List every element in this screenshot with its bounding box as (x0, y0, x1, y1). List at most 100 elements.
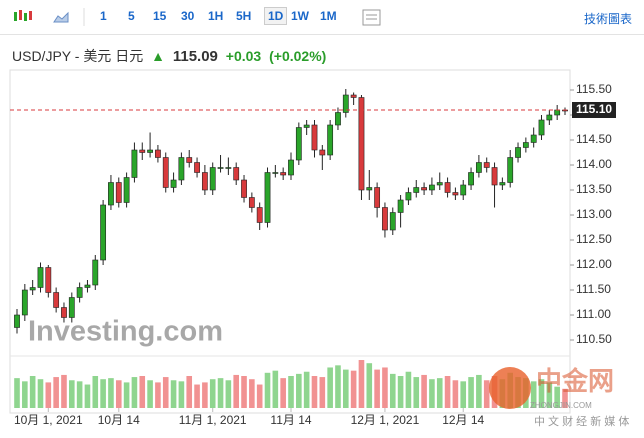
volume-bar (123, 382, 130, 408)
candle-body (507, 157, 514, 183)
candle-body (499, 182, 506, 186)
y-tick-label: 114.00 (576, 157, 612, 171)
volume-bar (76, 381, 83, 408)
candle-body (209, 167, 216, 191)
last-price-tag (572, 102, 616, 118)
volume-bar (69, 380, 75, 408)
volume-bar (554, 386, 560, 408)
volume-bar (296, 373, 302, 408)
volume-bar (374, 369, 380, 408)
candle-body (288, 159, 294, 176)
interval-button[interactable]: 5H (236, 9, 252, 23)
volume-bar (319, 377, 326, 408)
volume-bar (389, 373, 396, 408)
candle-body (84, 284, 91, 288)
candle-body (123, 177, 130, 203)
candle-body (483, 162, 490, 168)
y-tick-label: 114.50 (576, 132, 612, 146)
volume-bar (115, 380, 122, 408)
interval-button[interactable]: 30 (181, 9, 195, 23)
volume-bar (444, 376, 451, 408)
candle-body (241, 179, 247, 198)
volume-bar (382, 367, 388, 408)
volume-bar (170, 380, 177, 408)
volume-bar (217, 378, 224, 408)
volume-bar (92, 376, 99, 408)
volume-bar (147, 380, 153, 408)
candle-body (186, 157, 193, 163)
candle-body (155, 149, 161, 158)
y-tick-label: 115.50 (576, 82, 612, 96)
volume-bar (413, 377, 420, 408)
volume-bar (476, 374, 482, 408)
volume-bar (327, 367, 333, 408)
candle-body (272, 172, 279, 174)
volume-bar (100, 379, 106, 408)
x-tick-label: 12月 14 (442, 413, 484, 427)
y-tick-label: 113.50 (576, 182, 612, 196)
candle-body (311, 124, 318, 151)
y-tick-label: 111.00 (576, 307, 611, 321)
change: +0.03 (225, 48, 262, 64)
volume-bar (460, 381, 467, 408)
volume-bar (280, 378, 286, 408)
candle-body (147, 149, 153, 153)
price: 115.09 (172, 48, 218, 65)
candle-body (382, 207, 388, 231)
candle-body (522, 142, 529, 148)
chart-type-icons[interactable] (0, 0, 90, 34)
volume-bar (303, 371, 310, 408)
volume-bar (343, 369, 349, 408)
candle-body (491, 167, 498, 186)
volume-bar (225, 380, 232, 408)
candle-body (413, 187, 420, 193)
settings-icon[interactable] (360, 6, 384, 30)
interval-button[interactable]: 1M (320, 9, 337, 23)
volume-bar (421, 374, 427, 408)
candle-body (100, 204, 107, 261)
volume-bar (45, 382, 52, 408)
volume-bar (452, 380, 459, 408)
interval-button[interactable]: 15 (153, 9, 167, 23)
candle-body (14, 314, 20, 328)
candle-body (76, 287, 83, 298)
y-tick-label: 112.00 (576, 257, 612, 271)
volume-bar (233, 374, 239, 408)
candle-body (295, 127, 302, 161)
candle-body (405, 192, 412, 201)
interval-button[interactable]: 1H (208, 9, 224, 23)
interval-button[interactable]: 1 (100, 9, 107, 23)
candle-body (554, 109, 561, 116)
x-tick-label: 10月 14 (98, 413, 140, 427)
volume-bar (194, 384, 200, 408)
volume-bar (405, 371, 412, 408)
candle-body (342, 94, 349, 113)
candle-body (225, 167, 232, 169)
interval-button[interactable]: 1W (291, 9, 309, 23)
candle-body (37, 267, 44, 288)
volume-bar (264, 372, 271, 408)
candle-body (421, 187, 427, 191)
change-pct: (+0.02%) (269, 48, 327, 64)
candle-body (68, 297, 75, 318)
interval-button[interactable]: 1D (264, 7, 288, 25)
volume-bar (84, 384, 91, 408)
volume-bar (14, 378, 20, 408)
candle-body (335, 112, 341, 126)
interval-button[interactable]: 5 (128, 9, 135, 23)
candle-body (358, 97, 365, 191)
volume-bar (311, 376, 318, 408)
candle-body (327, 124, 334, 156)
candle-body (233, 167, 240, 181)
volume-bar (366, 363, 373, 408)
candle-body (264, 172, 271, 223)
volume-bar (202, 382, 208, 408)
watermark-sub: 中 文 财 经 新 媒 体 (534, 414, 629, 428)
watermark-logo (489, 367, 531, 409)
volume-bar (288, 376, 294, 408)
tools-button[interactable]: 技術圖表 (583, 12, 632, 26)
volume-bar (429, 379, 435, 408)
candle-body (53, 292, 60, 308)
symbol: USD/JPY - 美元 日元 (12, 48, 144, 64)
